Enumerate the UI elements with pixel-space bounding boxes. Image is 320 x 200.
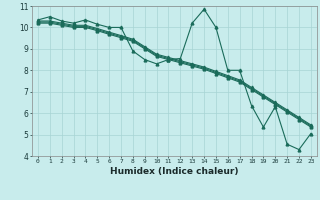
X-axis label: Humidex (Indice chaleur): Humidex (Indice chaleur) bbox=[110, 167, 239, 176]
